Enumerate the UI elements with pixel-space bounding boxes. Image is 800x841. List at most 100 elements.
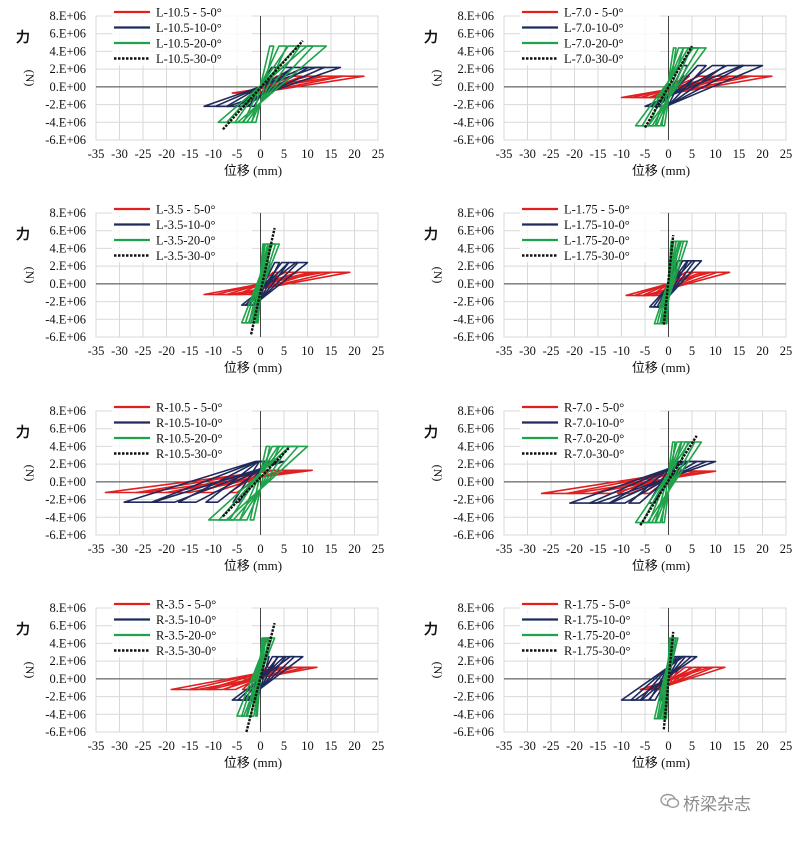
x-tick-label: -10 — [613, 542, 630, 556]
legend-bg — [112, 414, 252, 430]
x-tick-label: 10 — [709, 344, 722, 358]
y-tick-label: -4.E+06 — [453, 312, 494, 326]
x-tick-label: 20 — [756, 344, 769, 358]
x-tick-label: -20 — [158, 739, 175, 753]
y-tick-label: 8.E+06 — [457, 404, 494, 418]
x-tick-label: -35 — [496, 147, 513, 161]
series-s20 — [634, 441, 703, 524]
wechat-icon — [660, 793, 680, 809]
x-tick-label: 15 — [325, 739, 338, 753]
legend-bg — [112, 627, 252, 642]
y-axis-unit: (N) — [23, 465, 37, 482]
series-s30 — [245, 622, 276, 733]
y-tick-label: -6.E+06 — [45, 725, 86, 739]
x-tick-label: -20 — [158, 542, 175, 556]
x-axis-title: 位移 (mm) — [632, 558, 690, 573]
y-tick-label: -2.E+06 — [453, 690, 494, 704]
legend-bg — [112, 596, 252, 611]
legend-label: L-1.75-10-0° — [564, 218, 630, 232]
x-tick-label: 15 — [325, 147, 338, 161]
x-tick-label: -20 — [566, 542, 583, 556]
y-tick-label: -2.E+06 — [453, 295, 494, 309]
x-tick-label: -30 — [111, 542, 128, 556]
x-tick-label: -15 — [590, 344, 607, 358]
x-tick-label: -30 — [111, 147, 128, 161]
hysteresis-loop — [203, 271, 351, 296]
x-tick-label: -35 — [88, 739, 105, 753]
y-axis-title: 力 — [16, 29, 30, 46]
x-tick-label: 5 — [281, 344, 287, 358]
y-axis-title: 力 — [424, 424, 438, 441]
y-tick-label: 2.E+06 — [49, 259, 86, 273]
x-tick-label: 10 — [709, 147, 722, 161]
y-tick-label: 0.E+00 — [49, 672, 86, 686]
legend-label: L-10.5-10-0° — [156, 21, 222, 35]
x-axis-title: 位移 (mm) — [224, 360, 282, 375]
y-tick-label: 6.E+06 — [49, 224, 86, 238]
x-tick-label: 5 — [281, 542, 287, 556]
y-axis-title: 力 — [424, 226, 438, 243]
x-tick-label: -10 — [613, 739, 630, 753]
x-tick-label: -30 — [519, 147, 536, 161]
x-tick-label: 25 — [780, 542, 793, 556]
y-tick-label: 2.E+06 — [457, 654, 494, 668]
y-tick-label: 4.E+06 — [457, 636, 494, 650]
legend-label: R-3.5 - 5-0° — [156, 598, 216, 612]
y-tick-label: 6.E+06 — [457, 224, 494, 238]
legend-label: L-1.75-20-0° — [564, 234, 630, 248]
x-tick-label: -5 — [640, 147, 650, 161]
x-tick-label: 25 — [780, 147, 793, 161]
legend-label: R-3.5-30-0° — [156, 644, 216, 658]
x-tick-label: -5 — [640, 542, 650, 556]
legend-label: L-1.75-30-0° — [564, 249, 630, 263]
y-tick-label: -2.E+06 — [45, 98, 86, 112]
x-tick-label: 5 — [689, 147, 695, 161]
legend-label: R-7.0-10-0° — [564, 416, 624, 430]
series-line — [222, 39, 304, 131]
hysteresis-loop — [208, 445, 309, 521]
chart-panel-1: -6.E+06 -4.E+06 -2.E+06 0.E+00 2.E+06 4.E+06 6… — [16, 4, 385, 178]
legend-bg — [112, 19, 252, 35]
y-tick-label: 8.E+06 — [49, 404, 86, 418]
x-tick-label: -35 — [88, 147, 105, 161]
x-tick-label: -5 — [232, 739, 242, 753]
x-tick-label: -5 — [640, 739, 650, 753]
legend-label: R-1.75 - 5-0° — [564, 598, 630, 612]
legend-bg — [520, 201, 660, 216]
legend-label: L-10.5 - 5-0° — [156, 6, 222, 20]
x-tick-label: 25 — [372, 147, 385, 161]
hysteresis-loop — [217, 45, 328, 124]
hysteresis-loop — [653, 240, 689, 325]
x-tick-label: -10 — [205, 344, 222, 358]
chart-panel-8: -6.E+06 -4.E+06 -2.E+06 0.E+00 2.E+06 4.E+06 6… — [424, 596, 792, 770]
series-line — [249, 227, 276, 335]
x-tick-label: -35 — [88, 344, 105, 358]
series-s30 — [643, 45, 694, 129]
x-tick-label: -25 — [543, 739, 560, 753]
y-tick-label: 0.E+00 — [457, 277, 494, 291]
y-tick-label: -4.E+06 — [45, 115, 86, 129]
x-tick-label: -5 — [232, 344, 242, 358]
y-axis-unit: (N) — [23, 662, 37, 679]
y-tick-label: -4.E+06 — [45, 510, 86, 524]
y-axis-unit: (N) — [431, 267, 445, 284]
x-tick-label: -20 — [158, 147, 175, 161]
y-tick-label: 6.E+06 — [49, 619, 86, 633]
legend-bg — [112, 201, 252, 216]
x-tick-label: -25 — [543, 542, 560, 556]
hysteresis-loop — [620, 75, 773, 99]
series-s20 — [653, 637, 679, 720]
x-tick-label: -35 — [88, 542, 105, 556]
y-tick-label: 2.E+06 — [457, 62, 494, 76]
hysteresis-loop — [634, 441, 703, 524]
y-axis-title: 力 — [16, 226, 30, 243]
y-tick-label: -4.E+06 — [453, 707, 494, 721]
y-axis-unit: (N) — [431, 70, 445, 87]
y-tick-label: 0.E+00 — [49, 80, 86, 94]
legend-label: R-1.75-20-0° — [564, 629, 630, 643]
legend-bg — [520, 414, 660, 430]
hysteresis-loop — [240, 261, 309, 306]
y-tick-label: -2.E+06 — [45, 690, 86, 704]
y-tick-label: 6.E+06 — [49, 422, 86, 436]
x-tick-label: 0 — [257, 739, 263, 753]
